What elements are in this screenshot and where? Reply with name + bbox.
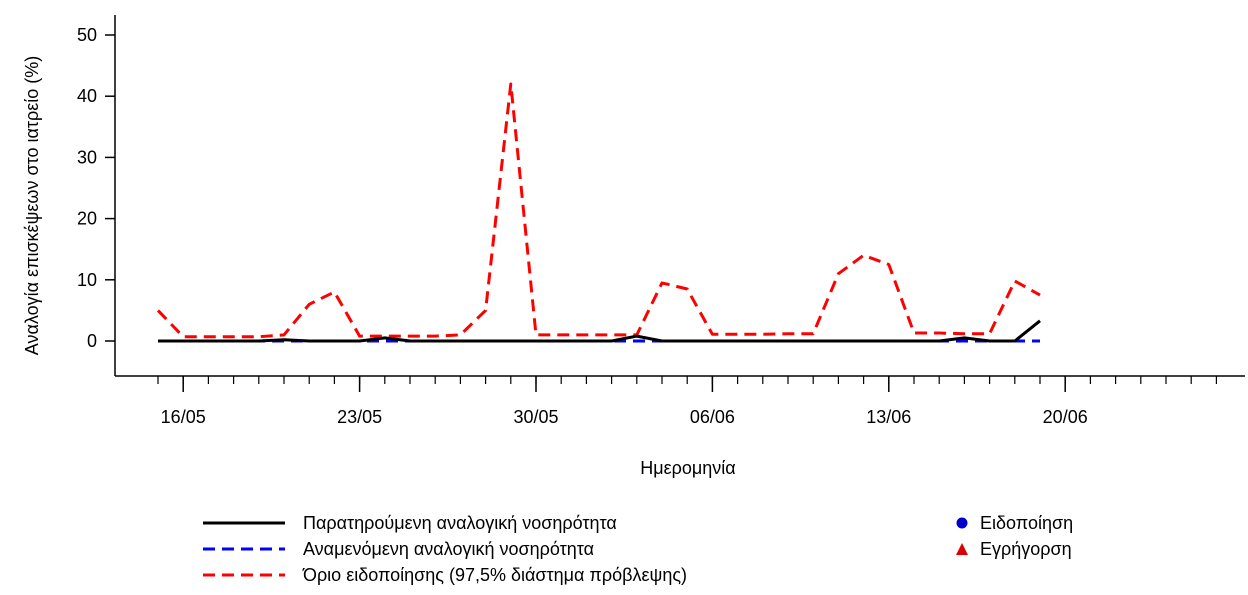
legend-marker-label: Ειδοποίηση (980, 513, 1073, 533)
legend: Παρατηρούμενη αναλογική νοσηρότητα Αναμεν… (203, 513, 1073, 585)
legend-label: Παρατηρούμενη αναλογική νοσηρότητα (303, 513, 617, 533)
x-tick-label: 16/05 (161, 407, 206, 427)
series-layer (156, 82, 1041, 343)
x-tick-label: 13/06 (866, 407, 911, 427)
y-tick-label: 40 (77, 86, 97, 106)
axes (114, 15, 1245, 377)
legend-marker-label: Εγρήγορση (980, 539, 1072, 559)
y-tick-label: 20 (77, 209, 97, 229)
x-tick-label: 30/05 (513, 407, 558, 427)
legend-label: Όριο ειδοποίησης (97,5% διάστημα πρόβλεψ… (302, 565, 687, 585)
y-axis-title: Αναλογία επισκέψεων στο ιατρείο (%) (22, 56, 42, 355)
x-axis-title: Ημερομηνία (640, 458, 735, 478)
x-tick-label: 23/05 (337, 407, 382, 427)
x-tick-label: 20/06 (1043, 407, 1088, 427)
y-tick-label: 0 (87, 331, 97, 351)
series-line-2 (156, 82, 1041, 339)
y-tick-label: 50 (77, 25, 97, 45)
x-tick-label: 06/06 (690, 407, 735, 427)
y-ticks: 0 10 20 30 40 50 (77, 25, 115, 351)
y-tick-label: 30 (77, 147, 97, 167)
legend-label: Αναμενόμενη αναλογική νοσηρότητα (303, 539, 594, 559)
legend-marker-triangle (956, 543, 968, 555)
series-line-0 (158, 319, 1041, 343)
legend-marker-circle (956, 517, 968, 529)
y-tick-label: 10 (77, 270, 97, 290)
x-ticks: 16/05 23/05 30/05 06/06 13/06 20/06 (157, 376, 1218, 427)
